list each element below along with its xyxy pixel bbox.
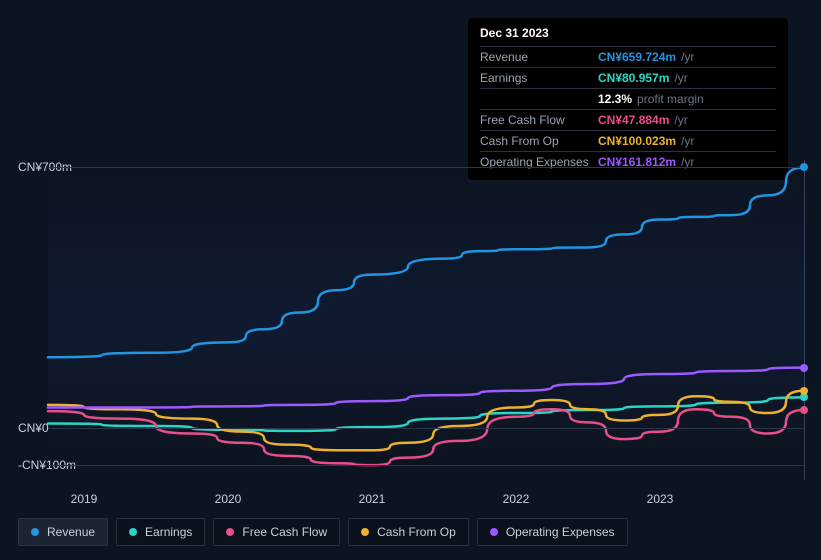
tooltip-unit: /yr xyxy=(674,71,687,85)
series-end-marker xyxy=(800,387,808,395)
tooltip-metric-value: 12.3% xyxy=(598,92,632,106)
legend-dot-icon xyxy=(490,528,498,536)
tooltip-metric-label: Revenue xyxy=(480,50,598,64)
series-line xyxy=(48,368,804,408)
tooltip-row: RevenueCN¥659.724m/yr xyxy=(480,46,776,67)
tooltip-row: Free Cash FlowCN¥47.884m/yr xyxy=(480,109,776,130)
series-end-marker xyxy=(800,163,808,171)
legend-dot-icon xyxy=(226,528,234,536)
tooltip-unit: /yr xyxy=(681,134,694,148)
legend-item[interactable]: Revenue xyxy=(18,518,108,546)
financials-line-chart: CN¥700mCN¥0-CN¥100m20192020202120222023 xyxy=(18,160,804,480)
series-end-marker xyxy=(800,406,808,414)
x-tick-label: 2023 xyxy=(647,492,674,506)
tooltip-row: EarningsCN¥80.957m/yr xyxy=(480,67,776,88)
series-line xyxy=(48,397,804,430)
tooltip-metric-value: CN¥100.023m xyxy=(598,134,676,148)
y-tick-label: CN¥0 xyxy=(18,421,49,435)
y-gridline xyxy=(48,428,804,429)
series-end-marker xyxy=(800,364,808,372)
legend-label: Operating Expenses xyxy=(506,525,615,539)
legend-item[interactable]: Cash From Op xyxy=(348,518,469,546)
tooltip-metric-label xyxy=(480,92,598,106)
chart-svg xyxy=(18,160,804,480)
series-line xyxy=(48,391,804,451)
legend-label: Cash From Op xyxy=(377,525,456,539)
legend-dot-icon xyxy=(129,528,137,536)
series-line xyxy=(48,167,804,357)
tooltip-metric-value: CN¥80.957m xyxy=(598,71,669,85)
legend-item[interactable]: Free Cash Flow xyxy=(213,518,340,546)
y-gridline xyxy=(48,167,804,168)
tooltip-metric-label: Cash From Op xyxy=(480,134,598,148)
tooltip-metric-label: Earnings xyxy=(480,71,598,85)
legend-dot-icon xyxy=(361,528,369,536)
legend-item[interactable]: Earnings xyxy=(116,518,205,546)
chart-legend: Revenue Earnings Free Cash Flow Cash From O… xyxy=(18,518,628,546)
legend-label: Revenue xyxy=(47,525,95,539)
tooltip-metric-label: Free Cash Flow xyxy=(480,113,598,127)
tooltip-unit: /yr xyxy=(681,50,694,64)
tooltip-metric-value: CN¥659.724m xyxy=(598,50,676,64)
legend-dot-icon xyxy=(31,528,39,536)
legend-label: Free Cash Flow xyxy=(242,525,327,539)
legend-label: Earnings xyxy=(145,525,192,539)
y-gridline xyxy=(48,465,804,466)
legend-item[interactable]: Operating Expenses xyxy=(477,518,628,546)
x-tick-label: 2019 xyxy=(71,492,98,506)
x-tick-label: 2022 xyxy=(503,492,530,506)
reference-line xyxy=(804,160,805,480)
tooltip-margin-label: profit margin xyxy=(637,92,704,106)
tooltip-row: 12.3% profit margin xyxy=(480,88,776,109)
x-tick-label: 2021 xyxy=(359,492,386,506)
tooltip-row: Cash From OpCN¥100.023m/yr xyxy=(480,130,776,151)
tooltip-rows: RevenueCN¥659.724m/yrEarningsCN¥80.957m/… xyxy=(480,46,776,172)
x-tick-label: 2020 xyxy=(215,492,242,506)
tooltip-unit: /yr xyxy=(674,113,687,127)
chart-tooltip: Dec 31 2023 RevenueCN¥659.724m/yrEarning… xyxy=(468,18,788,180)
tooltip-metric-value: CN¥47.884m xyxy=(598,113,669,127)
tooltip-date: Dec 31 2023 xyxy=(480,26,776,46)
